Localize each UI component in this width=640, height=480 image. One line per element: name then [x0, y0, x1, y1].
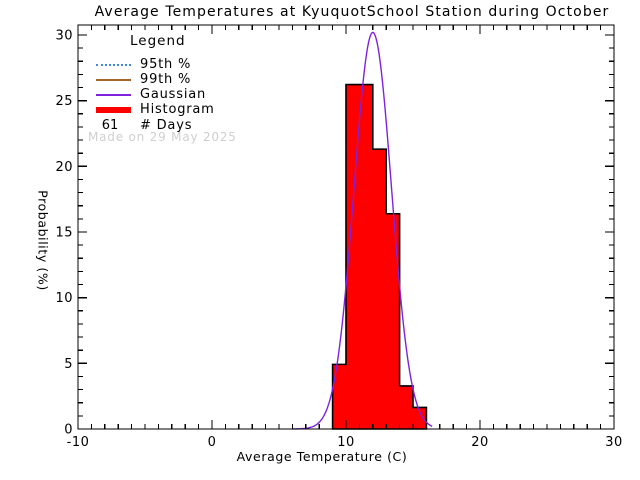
days-count: 61 [101, 117, 119, 133]
x-tick-label: 30 [605, 435, 623, 450]
y-tick-label: 30 [55, 29, 73, 44]
x-tick-label: 20 [471, 435, 489, 450]
histogram-bars [331, 83, 428, 430]
x-axis-title: Average Temperature (C) [236, 449, 408, 464]
x-tick-label: 10 [337, 435, 355, 450]
percentile-95-line-swatch [96, 63, 131, 66]
legend-row-95th: 95th % [96, 57, 286, 72]
legend-row-gaussian: Gaussian [96, 87, 286, 102]
gaussian-curve [292, 31, 433, 430]
legend-label-99th: 99th % [140, 72, 192, 87]
gaussian-line-swatch [96, 93, 131, 96]
x-tick-label: 0 [208, 435, 217, 450]
legend-row-99th: 99th % [96, 72, 286, 87]
y-tick-label: 15 [55, 226, 73, 241]
y-tick-label: 20 [55, 160, 73, 175]
y-tick-label: 5 [64, 357, 73, 372]
legend: Legend 95th % 99th % Gaussian Histogram … [96, 33, 286, 133]
chart-title: Average Temperatures at KyuquotSchool St… [94, 4, 610, 20]
y-tick-label: 10 [55, 291, 73, 306]
histogram-swatch [96, 106, 131, 113]
legend-label-histogram: Histogram [140, 102, 215, 117]
legend-label-gaussian: Gaussian [140, 87, 207, 102]
days-label: # Days [140, 117, 193, 133]
legend-row-histogram: Histogram [96, 102, 286, 117]
x-tick-label: -10 [67, 435, 90, 450]
y-axis-title: Probability (%) [35, 190, 51, 291]
y-tick-label: 0 [64, 423, 73, 438]
legend-label-95th: 95th % [140, 57, 192, 72]
legend-title: Legend [130, 33, 186, 49]
legend-days-row: 61 # Days [96, 117, 286, 133]
percentile-99-line-swatch [96, 78, 131, 81]
y-tick-label: 25 [55, 94, 73, 109]
made-on-watermark: Made on 29 May 2025 [88, 130, 237, 144]
